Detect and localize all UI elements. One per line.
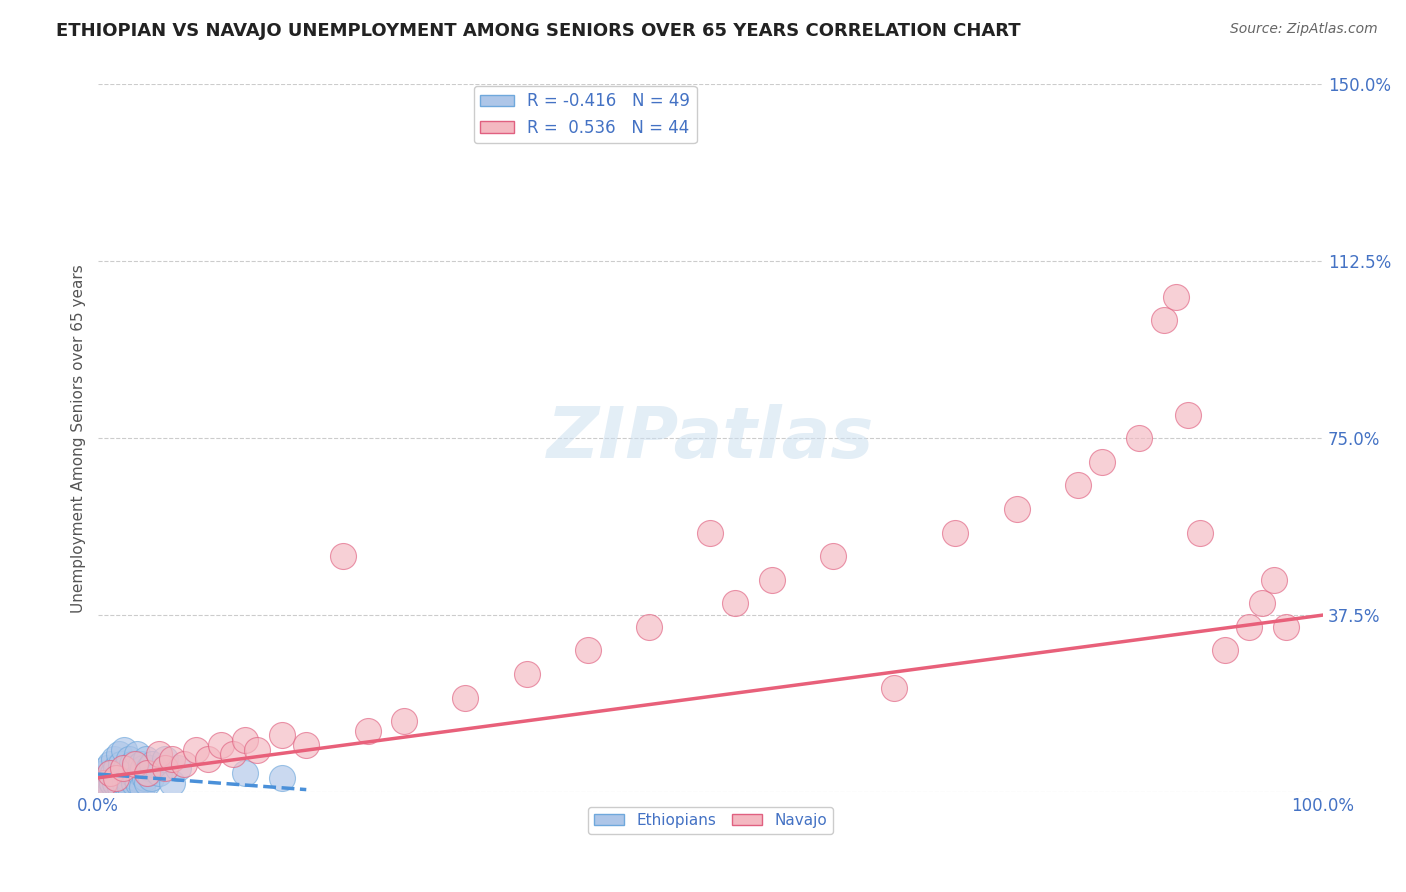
Point <box>118 780 141 795</box>
Point <box>160 775 183 789</box>
Point <box>1239 620 1261 634</box>
Point <box>724 596 747 610</box>
Point <box>115 761 138 775</box>
Point <box>104 775 127 789</box>
Point <box>270 771 292 785</box>
Point <box>136 766 159 780</box>
Point <box>166 761 188 775</box>
Point <box>332 549 354 563</box>
Point <box>761 573 783 587</box>
Point <box>1189 525 1212 540</box>
Point <box>1177 408 1199 422</box>
Point <box>100 775 122 789</box>
Point <box>118 752 141 766</box>
Point <box>131 780 153 795</box>
Point <box>516 667 538 681</box>
Point <box>295 738 318 752</box>
Point <box>125 771 148 785</box>
Point <box>121 756 143 771</box>
Point <box>124 761 146 775</box>
Point <box>108 747 131 762</box>
Text: Source: ZipAtlas.com: Source: ZipAtlas.com <box>1230 22 1378 37</box>
Point <box>127 747 149 762</box>
Point <box>93 775 115 789</box>
Point <box>129 756 152 771</box>
Point <box>138 761 160 775</box>
Point <box>1091 455 1114 469</box>
Point <box>105 771 128 785</box>
Point <box>124 756 146 771</box>
Point <box>108 780 131 795</box>
Point <box>107 771 129 785</box>
Point <box>111 766 134 780</box>
Point <box>93 766 115 780</box>
Point <box>136 766 159 780</box>
Point <box>699 525 721 540</box>
Point <box>139 771 162 785</box>
Point <box>155 761 177 775</box>
Point <box>134 771 156 785</box>
Point <box>356 723 378 738</box>
Point <box>821 549 844 563</box>
Point <box>197 752 219 766</box>
Point <box>1005 502 1028 516</box>
Point <box>1275 620 1298 634</box>
Point <box>98 756 121 771</box>
Point <box>141 756 163 771</box>
Point <box>101 766 124 780</box>
Point <box>117 771 139 785</box>
Text: ETHIOPIAN VS NAVAJO UNEMPLOYMENT AMONG SENIORS OVER 65 YEARS CORRELATION CHART: ETHIOPIAN VS NAVAJO UNEMPLOYMENT AMONG S… <box>56 22 1021 40</box>
Point <box>155 752 177 766</box>
Point <box>96 761 118 775</box>
Point <box>576 643 599 657</box>
Point <box>394 714 416 729</box>
Point <box>148 747 170 762</box>
Point <box>1067 478 1090 492</box>
Point <box>638 620 661 634</box>
Point <box>184 742 207 756</box>
Point <box>233 766 256 780</box>
Text: ZIPatlas: ZIPatlas <box>547 404 875 473</box>
Point <box>135 752 157 766</box>
Point <box>454 690 477 705</box>
Point <box>1153 313 1175 327</box>
Point <box>98 766 121 780</box>
Point <box>160 752 183 766</box>
Point <box>945 525 967 540</box>
Point <box>91 780 114 795</box>
Point <box>883 681 905 696</box>
Point <box>1250 596 1272 610</box>
Point <box>148 766 170 780</box>
Point <box>136 775 159 789</box>
Point <box>90 771 112 785</box>
Point <box>97 771 120 785</box>
Point <box>114 775 136 789</box>
Point <box>112 742 135 756</box>
Point <box>233 733 256 747</box>
Point <box>128 766 150 780</box>
Point <box>127 775 149 789</box>
Point <box>110 756 132 771</box>
Point <box>1128 431 1150 445</box>
Point <box>1164 290 1187 304</box>
Point <box>120 766 142 780</box>
Point <box>98 780 121 795</box>
Point <box>209 738 232 752</box>
Legend: Ethiopians, Navajo: Ethiopians, Navajo <box>588 806 834 834</box>
Y-axis label: Unemployment Among Seniors over 65 years: Unemployment Among Seniors over 65 years <box>72 264 86 613</box>
Point <box>111 761 134 775</box>
Point <box>89 775 111 789</box>
Point <box>222 747 245 762</box>
Point <box>270 728 292 742</box>
Point <box>132 761 155 775</box>
Point <box>1213 643 1236 657</box>
Point <box>94 775 117 789</box>
Point <box>105 761 128 775</box>
Point <box>246 742 269 756</box>
Point <box>122 775 145 789</box>
Point <box>103 752 125 766</box>
Point <box>1263 573 1285 587</box>
Point <box>173 756 195 771</box>
